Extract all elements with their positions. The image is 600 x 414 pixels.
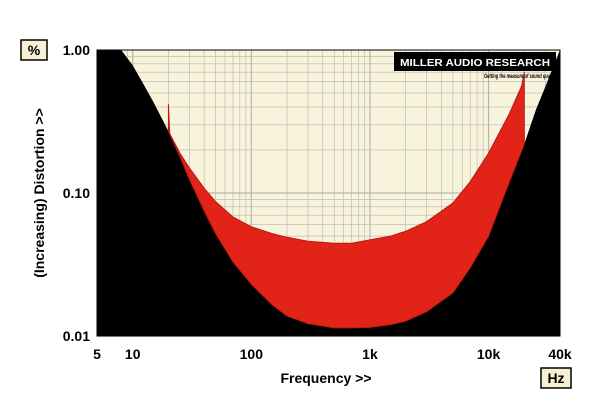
logo: MILLER AUDIO RESEARCH Getting the measur… xyxy=(394,52,556,80)
x-tick-label: 100 xyxy=(240,346,264,362)
y-unit-badge: % xyxy=(20,39,48,61)
y-unit-label: % xyxy=(28,42,41,58)
x-tick-label: 1k xyxy=(362,346,378,362)
x-tick-label: 10k xyxy=(477,346,501,362)
plot-area xyxy=(96,49,561,337)
y-axis-title: (Increasing) Distortion >> xyxy=(31,108,47,278)
distortion-band xyxy=(167,72,525,329)
x-unit-box xyxy=(540,367,572,389)
y-tick-label: 0.01 xyxy=(63,328,90,344)
x-unit-label: Hz xyxy=(547,370,564,386)
x-tick-label: 10 xyxy=(125,346,141,362)
x-tick-labels: 5 10 100 1k 10k 40k xyxy=(93,346,572,362)
y-unit-box xyxy=(20,39,48,61)
plot-frame xyxy=(96,49,561,337)
x-axis-title: Frequency >> xyxy=(280,370,371,386)
background-mask xyxy=(97,50,560,336)
logo-title: MILLER AUDIO RESEARCH xyxy=(400,57,550,69)
x-tick-label: 5 xyxy=(93,346,101,362)
y-tick-label: 0.10 xyxy=(63,185,90,201)
logo-box xyxy=(394,52,556,71)
y-tick-label: 1.00 xyxy=(63,42,90,58)
y-tick-labels: 0.01 0.10 1.00 xyxy=(63,42,90,344)
x-tick-label: 40k xyxy=(548,346,572,362)
logo-tagline: Getting the measure of sound quality xyxy=(484,74,556,80)
x-unit-badge: Hz xyxy=(540,367,572,389)
